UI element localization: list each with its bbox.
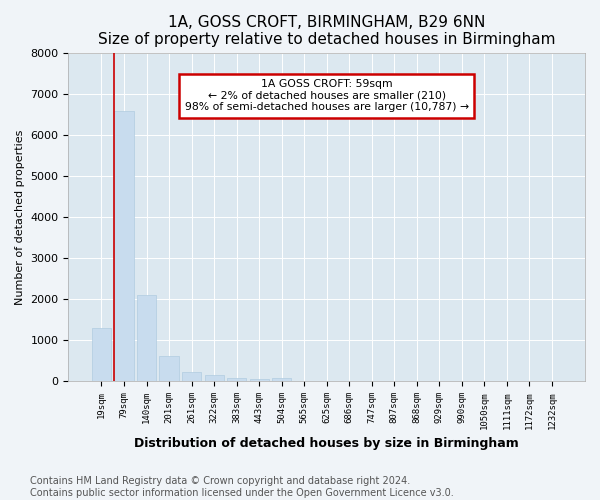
Bar: [115, 111, 134, 382]
Bar: [92, 328, 111, 382]
Bar: [137, 296, 156, 382]
Bar: [160, 356, 179, 382]
Text: Contains HM Land Registry data © Crown copyright and database right 2024.
Contai: Contains HM Land Registry data © Crown c…: [30, 476, 454, 498]
Bar: [272, 378, 291, 382]
Bar: [205, 375, 224, 382]
Bar: [250, 379, 269, 382]
Bar: [227, 378, 246, 382]
Y-axis label: Number of detached properties: Number of detached properties: [15, 130, 25, 304]
X-axis label: Distribution of detached houses by size in Birmingham: Distribution of detached houses by size …: [134, 437, 519, 450]
Title: 1A, GOSS CROFT, BIRMINGHAM, B29 6NN
Size of property relative to detached houses: 1A, GOSS CROFT, BIRMINGHAM, B29 6NN Size…: [98, 15, 556, 48]
Bar: [182, 372, 201, 382]
Text: 1A GOSS CROFT: 59sqm
← 2% of detached houses are smaller (210)
98% of semi-detac: 1A GOSS CROFT: 59sqm ← 2% of detached ho…: [185, 79, 469, 112]
